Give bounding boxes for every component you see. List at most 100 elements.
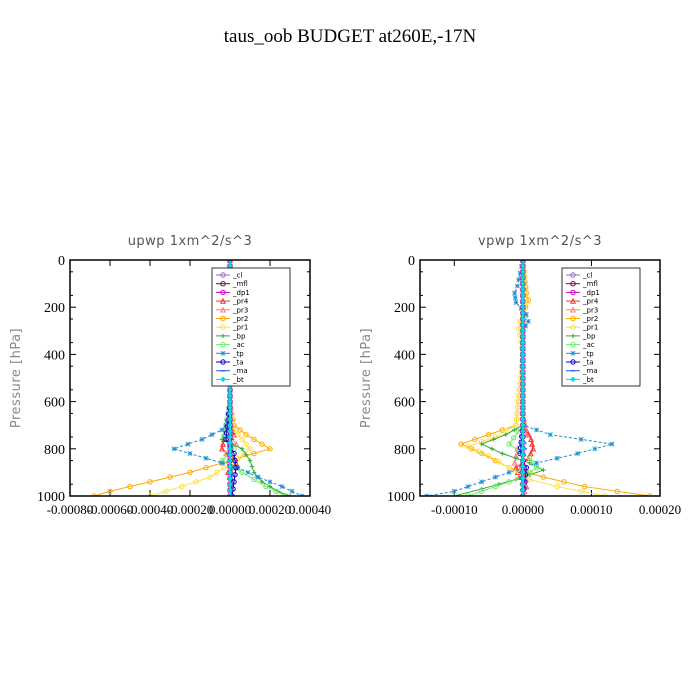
- data-point: [243, 431, 249, 438]
- legend-marker: [220, 281, 226, 287]
- data-point: [581, 483, 588, 490]
- data-point: [227, 404, 233, 411]
- data-point: [491, 437, 496, 442]
- data-point: [520, 457, 526, 464]
- x-tick-label: 0.00000: [209, 502, 251, 517]
- y-tick-label: 400: [44, 348, 65, 363]
- data-point: [520, 392, 526, 399]
- legend-label: _pr1: [582, 324, 598, 332]
- data-point: [520, 316, 526, 322]
- legend-marker: [220, 315, 226, 322]
- y-tick-label: 1000: [37, 490, 65, 505]
- data-point: [255, 474, 261, 480]
- data-point: [147, 479, 153, 485]
- legend-marker: [569, 306, 577, 313]
- x-tick-label: -0.00010: [431, 502, 478, 517]
- x-tick-label: 0.00020: [249, 502, 291, 517]
- data-point: [513, 456, 519, 461]
- data-point: [279, 484, 285, 490]
- y-tick-label: 200: [394, 301, 415, 316]
- data-point: [527, 455, 533, 461]
- data-point: [239, 469, 245, 476]
- data-point: [520, 381, 526, 387]
- data-point: [214, 469, 220, 476]
- data-point: [547, 432, 553, 438]
- legend-label: _dp1: [232, 289, 250, 297]
- y-tick-label: 400: [394, 348, 415, 363]
- legend-marker: [219, 306, 227, 313]
- legend-marker: [220, 272, 226, 278]
- data-point: [520, 440, 526, 446]
- data-point: [511, 435, 517, 441]
- data-point: [251, 450, 257, 457]
- data-point: [511, 459, 518, 466]
- legend-label: _pr2: [582, 315, 598, 323]
- data-point: [218, 445, 226, 452]
- data-point: [235, 431, 241, 438]
- data-point: [227, 387, 233, 393]
- legend-marker: [570, 359, 576, 365]
- data-point: [541, 467, 546, 473]
- data-point: [227, 469, 233, 476]
- legend-label: _ta: [232, 359, 244, 367]
- data-point: [227, 434, 233, 440]
- data-point: [515, 404, 521, 411]
- data-point: [251, 436, 257, 443]
- legend-label: _dp1: [582, 289, 600, 297]
- data-point: [514, 410, 520, 417]
- data-point: [512, 427, 517, 433]
- data-point: [513, 299, 519, 305]
- data-point: [239, 446, 245, 451]
- legend-marker: [220, 376, 226, 383]
- legend-marker: [570, 324, 576, 330]
- y-axis-label: Pressure [hPa]: [359, 328, 374, 428]
- data-point: [230, 431, 238, 438]
- data-point: [520, 446, 526, 452]
- data-point: [533, 464, 540, 471]
- data-point: [520, 345, 526, 352]
- data-point: [207, 474, 213, 480]
- data-point: [245, 469, 251, 475]
- legend-marker: [570, 315, 576, 322]
- data-point: [227, 451, 233, 458]
- legend-marker: [220, 359, 226, 365]
- legend-marker: [220, 350, 226, 356]
- y-tick-label: 200: [44, 301, 65, 316]
- legend-label: _bt: [582, 376, 594, 384]
- data-point: [223, 436, 229, 443]
- data-point: [575, 451, 581, 457]
- x-tick-label: -0.00080: [47, 502, 94, 517]
- data-point: [520, 280, 526, 287]
- panel-title: upwp 1xm^2/s^3: [128, 234, 253, 249]
- data-point: [219, 427, 225, 433]
- legend-label: _mfl: [582, 280, 598, 288]
- legend-label: _ac: [582, 341, 595, 349]
- data-point: [592, 446, 598, 452]
- data-point: [239, 436, 245, 443]
- legend-marker: [220, 289, 226, 296]
- data-point: [520, 298, 526, 305]
- data-point: [520, 357, 526, 364]
- data-point: [209, 432, 215, 438]
- data-point: [561, 479, 567, 485]
- x-tick-label: 0.00040: [289, 502, 331, 517]
- data-point: [520, 304, 526, 310]
- data-point: [506, 441, 512, 447]
- data-point: [485, 453, 492, 459]
- legend-label: _pr3: [582, 306, 598, 314]
- y-tick-label: 1000: [387, 490, 415, 505]
- data-point: [247, 458, 253, 463]
- data-point: [506, 464, 512, 471]
- data-point: [232, 472, 238, 478]
- data-point: [527, 450, 534, 457]
- data-point: [520, 269, 526, 275]
- data-point: [520, 416, 526, 423]
- legend-marker: [220, 324, 226, 330]
- data-point: [458, 441, 464, 447]
- legend-marker: [570, 289, 576, 296]
- panel-title: vpwp 1xm^2/s^3: [478, 234, 602, 249]
- legend: _cl_mfl_dp1_pr4_pr3_pr2_pr1_bp_ac_tp_ta_…: [561, 267, 641, 387]
- legend-label: _pr3: [232, 306, 248, 314]
- y-tick-label: 600: [394, 396, 415, 411]
